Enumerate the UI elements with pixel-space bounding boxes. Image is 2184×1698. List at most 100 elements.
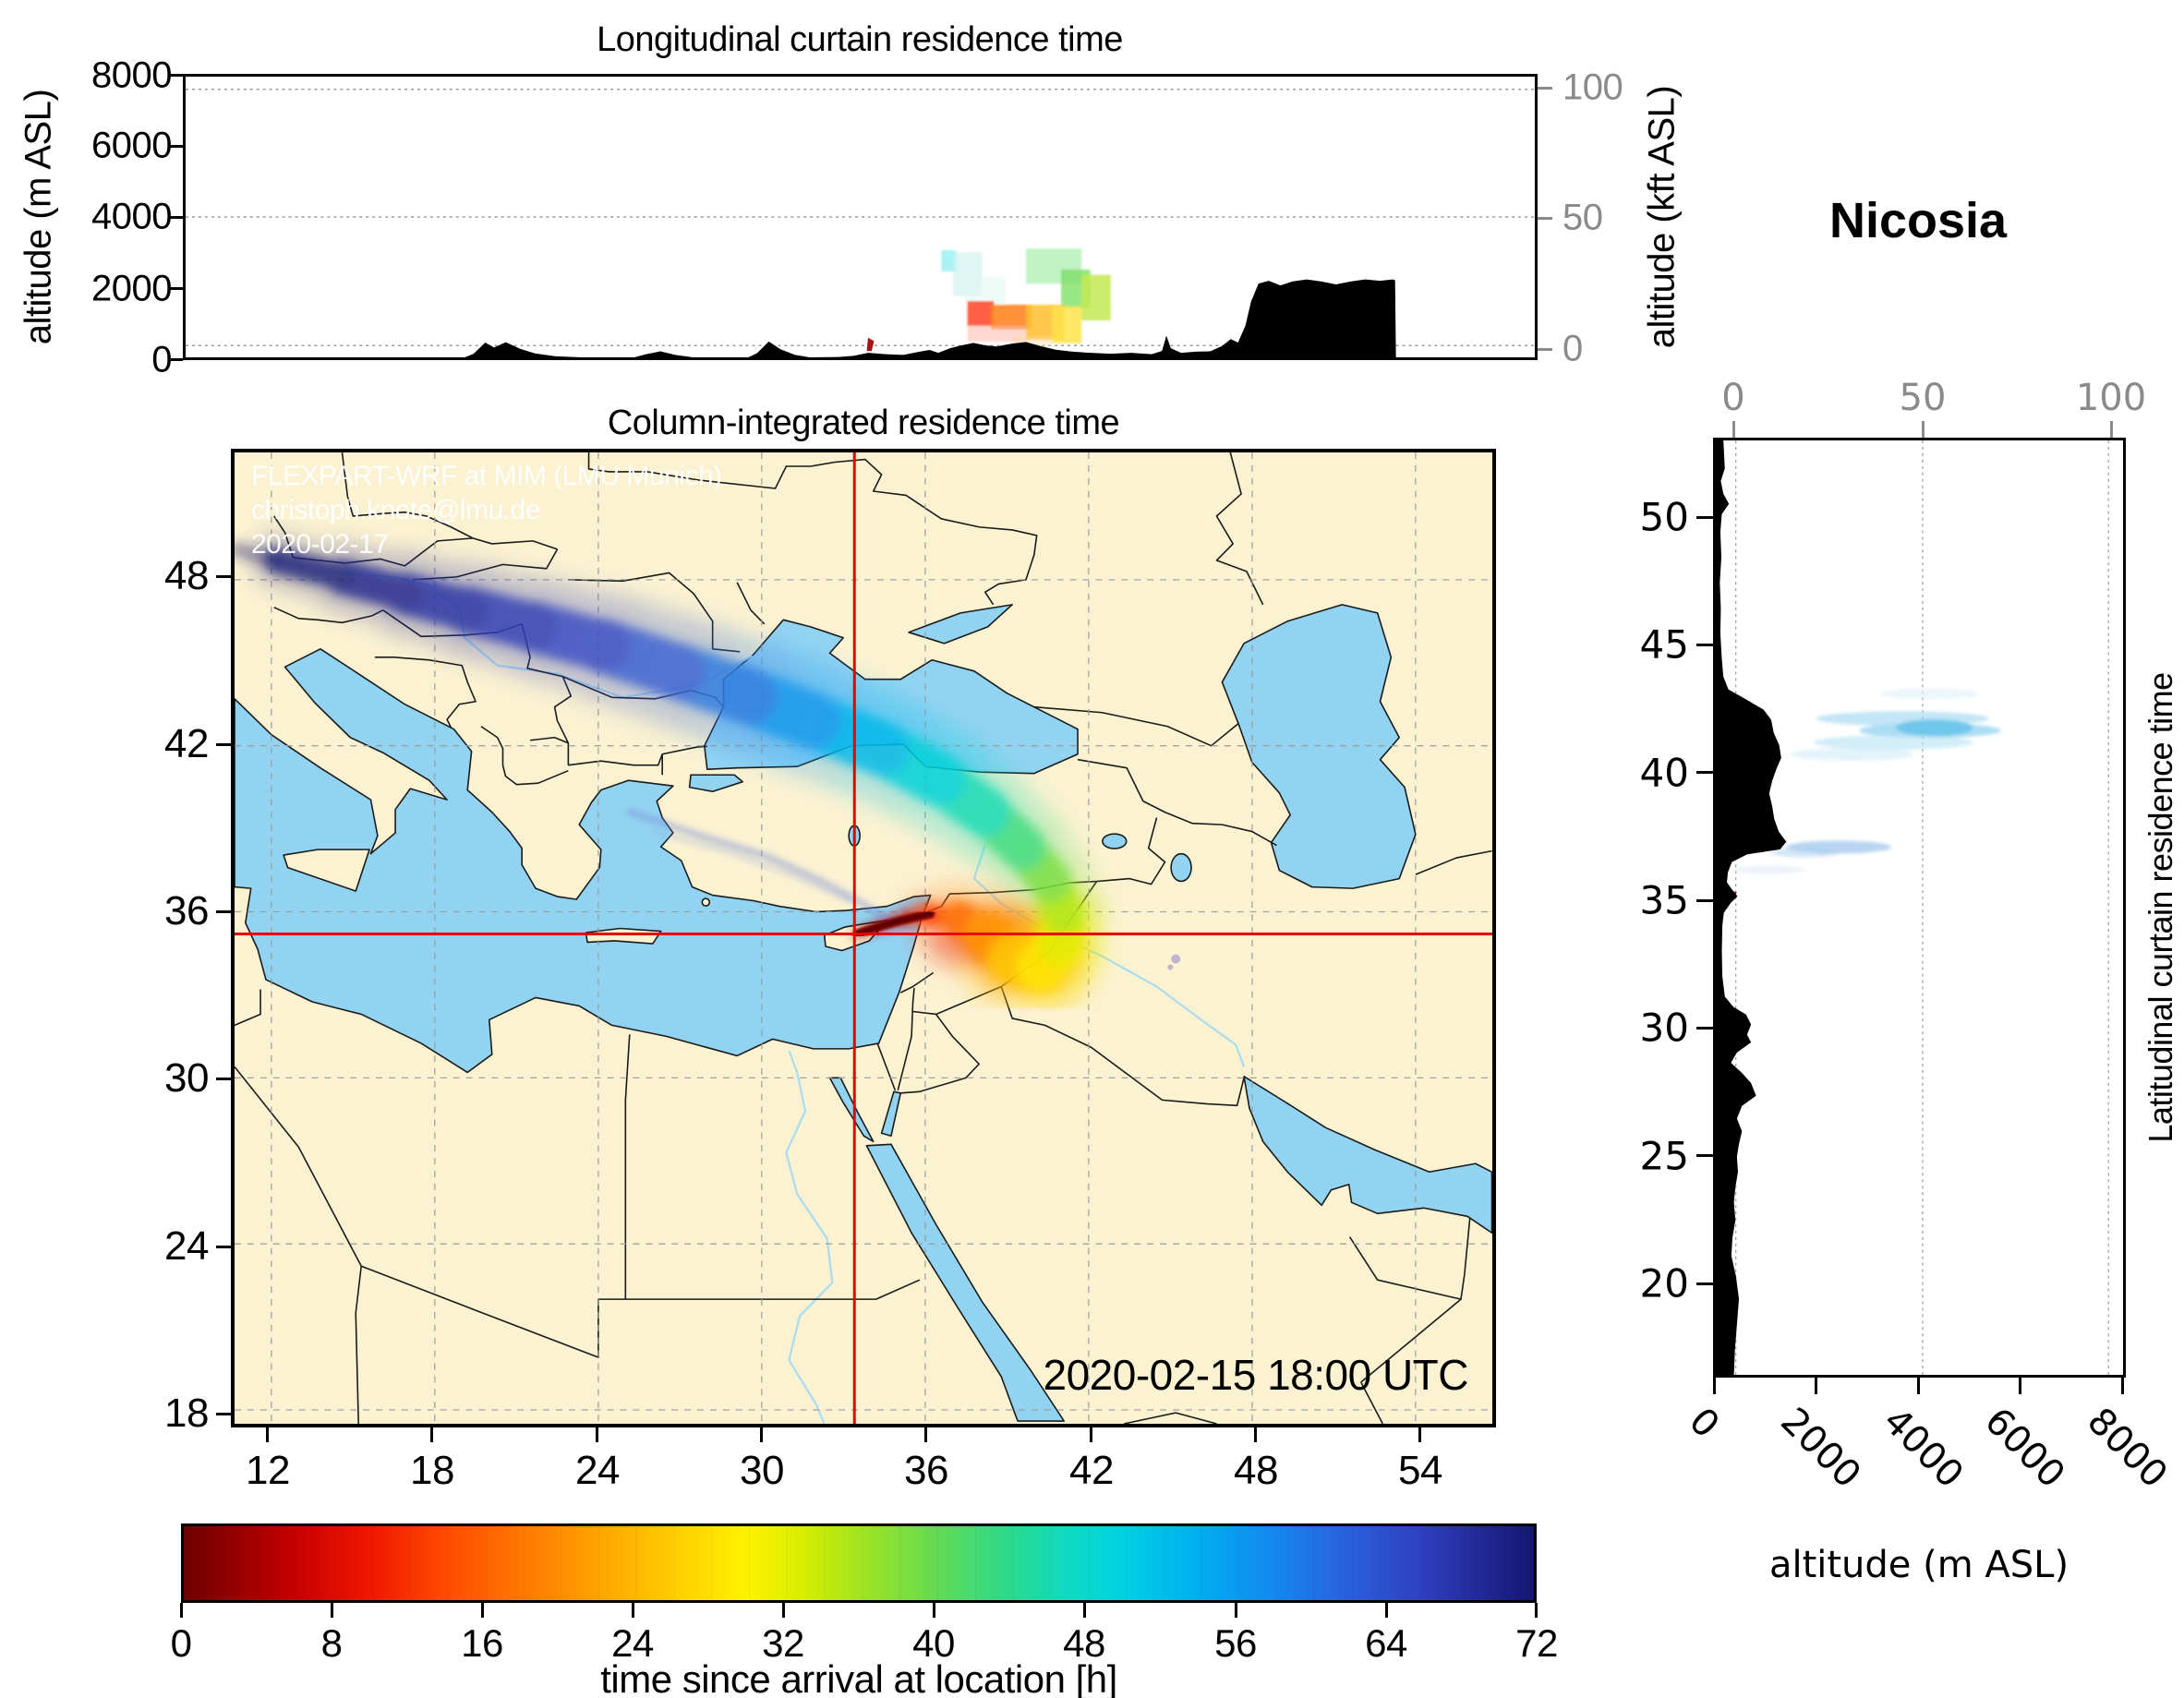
cbar-tick-64: 64 [1365, 1621, 1407, 1665]
tickmark [168, 74, 183, 77]
river-nile [785, 1050, 834, 1424]
top-kft-tick-50: 50 [1563, 197, 1603, 238]
map-x-tick-48: 48 [1234, 1448, 1278, 1493]
map-y-tick-18: 18 [164, 1391, 209, 1436]
tickmark-gray [1538, 348, 1552, 351]
tickmark [1254, 1427, 1257, 1442]
map-y-tick-24: 24 [164, 1223, 209, 1269]
tickmark [180, 1603, 183, 1618]
cbar-tick-32: 32 [762, 1621, 804, 1665]
rhodes [701, 897, 711, 907]
tickmark [168, 358, 183, 361]
map-timestamp: 2020-02-15 18:00 UTC [1043, 1351, 1468, 1399]
tickmark [1418, 1427, 1421, 1442]
tickmark [168, 145, 183, 148]
right-x-tick-2000: 2000 [1772, 1400, 1869, 1497]
longitudinal-curtain-plot [186, 89, 1535, 357]
map-x-tick-30: 30 [740, 1448, 784, 1493]
top-y-tick-4000: 4000 [91, 196, 172, 237]
secondary-streaks [626, 808, 889, 922]
persian-gulf [1243, 1076, 1492, 1234]
top-kft-tick-100: 100 [1563, 66, 1623, 108]
map-x-tick-24: 24 [575, 1448, 620, 1493]
tickmark [2019, 1378, 2021, 1394]
tickmark [1696, 515, 1713, 519]
tickmark [596, 1427, 598, 1442]
map-y-tick-42: 42 [164, 721, 209, 766]
arrival-marker-top [866, 337, 875, 352]
tickmark [1090, 1427, 1092, 1442]
cbar-label: time since arrival at location [h] [600, 1657, 1117, 1698]
map-gridlines [235, 452, 1492, 1424]
map-x-tick-42: 42 [1069, 1448, 1114, 1493]
tickmark [216, 1078, 231, 1080]
map-y-tick-36: 36 [164, 888, 209, 933]
right-panel-label-text: Latitudinal curtain residence time [2142, 672, 2179, 1143]
red-sea [865, 1143, 1066, 1422]
tickmark [430, 1427, 433, 1442]
tickmark [1083, 1603, 1086, 1618]
map-plot [235, 452, 1492, 1424]
lake-urmia [1170, 852, 1192, 883]
mediterranean-sea [235, 647, 932, 1074]
watermark-line2: christoph.knote@lmu.de [251, 495, 540, 525]
right-y-tick-45: 45 [1639, 621, 1689, 668]
cbar-tick-56: 56 [1214, 1621, 1257, 1665]
tickmark [1696, 1282, 1713, 1285]
right-x-tick-0: 0 [1680, 1400, 1728, 1447]
tickmark [1696, 1154, 1713, 1158]
cbar-tick-24: 24 [611, 1621, 654, 1665]
trajectory-plume-core [235, 542, 1086, 994]
tickmark [1535, 1603, 1538, 1618]
cbar-tick-48: 48 [1063, 1621, 1105, 1665]
right-y-tick-20: 20 [1639, 1260, 1689, 1307]
caspian-sea [1221, 604, 1417, 889]
top-panel-ylabel-left-text: altitude (m ASL) [18, 89, 59, 345]
tickmark [1696, 898, 1713, 902]
right-xlabel: altitude (m ASL) [1768, 1544, 2069, 1586]
cbar-tick-0: 0 [170, 1621, 192, 1665]
tickmark-gray [2110, 421, 2113, 438]
latitudinal-curtain-panel [1713, 438, 2126, 1378]
tickmark-gray [1538, 217, 1552, 220]
right-panel-label: Latitudinal curtain residence time [2142, 672, 2184, 1142]
tickmark [1696, 643, 1713, 646]
map-x-tick-18: 18 [410, 1448, 454, 1493]
tickmark [481, 1603, 484, 1618]
cbar-tick-40: 40 [912, 1621, 955, 1665]
right-kft-tick-0: 0 [1721, 377, 1745, 419]
right-residence-patches [1732, 688, 2001, 874]
tickmark-gray [1922, 421, 1925, 438]
right-y-tick-50: 50 [1639, 494, 1689, 540]
tickmark [1385, 1603, 1388, 1618]
tickmark [266, 1427, 269, 1442]
top-panel-ylabel-right-text: altitude (kft ASL) [1641, 85, 1683, 349]
right-y-tick-40: 40 [1639, 750, 1689, 796]
watermark-line1: FLEXPART-WRF at MIM (LMU Munich) [251, 461, 722, 491]
tickmark-gray [1538, 87, 1552, 90]
terrain-silhouette-latitudinal [1716, 440, 1787, 1375]
tickmark [216, 575, 231, 578]
map-x-tick-12: 12 [246, 1448, 290, 1493]
tickmark [1696, 1026, 1713, 1030]
map-y-tick-48: 48 [164, 553, 209, 598]
map-x-tick-36: 36 [904, 1448, 948, 1493]
right-y-tick-30: 30 [1639, 1005, 1689, 1051]
top-panel-title: Longitudinal curtain residence time [597, 20, 1123, 59]
top-residence-patches [941, 248, 1111, 357]
right-gridlines [1735, 440, 2109, 1375]
sea-of-marmara [688, 774, 743, 793]
watermark: FLEXPART-WRF at MIM (LMU Munich) christo… [251, 459, 722, 561]
column-integrated-map [231, 449, 1496, 1427]
right-x-tick-4000: 4000 [1875, 1400, 1972, 1497]
station-title: Nicosia [1828, 193, 2008, 248]
tickmark [216, 1413, 231, 1415]
right-x-tick-6000: 6000 [1976, 1400, 2073, 1497]
right-x-tick-8000: 8000 [2079, 1400, 2176, 1497]
cbar-tick-16: 16 [461, 1621, 503, 1665]
tickmark [331, 1603, 333, 1618]
top-y-tick-2000: 2000 [91, 268, 172, 309]
cbar-tick-72: 72 [1515, 1621, 1558, 1665]
tickmark [1815, 1378, 1817, 1394]
